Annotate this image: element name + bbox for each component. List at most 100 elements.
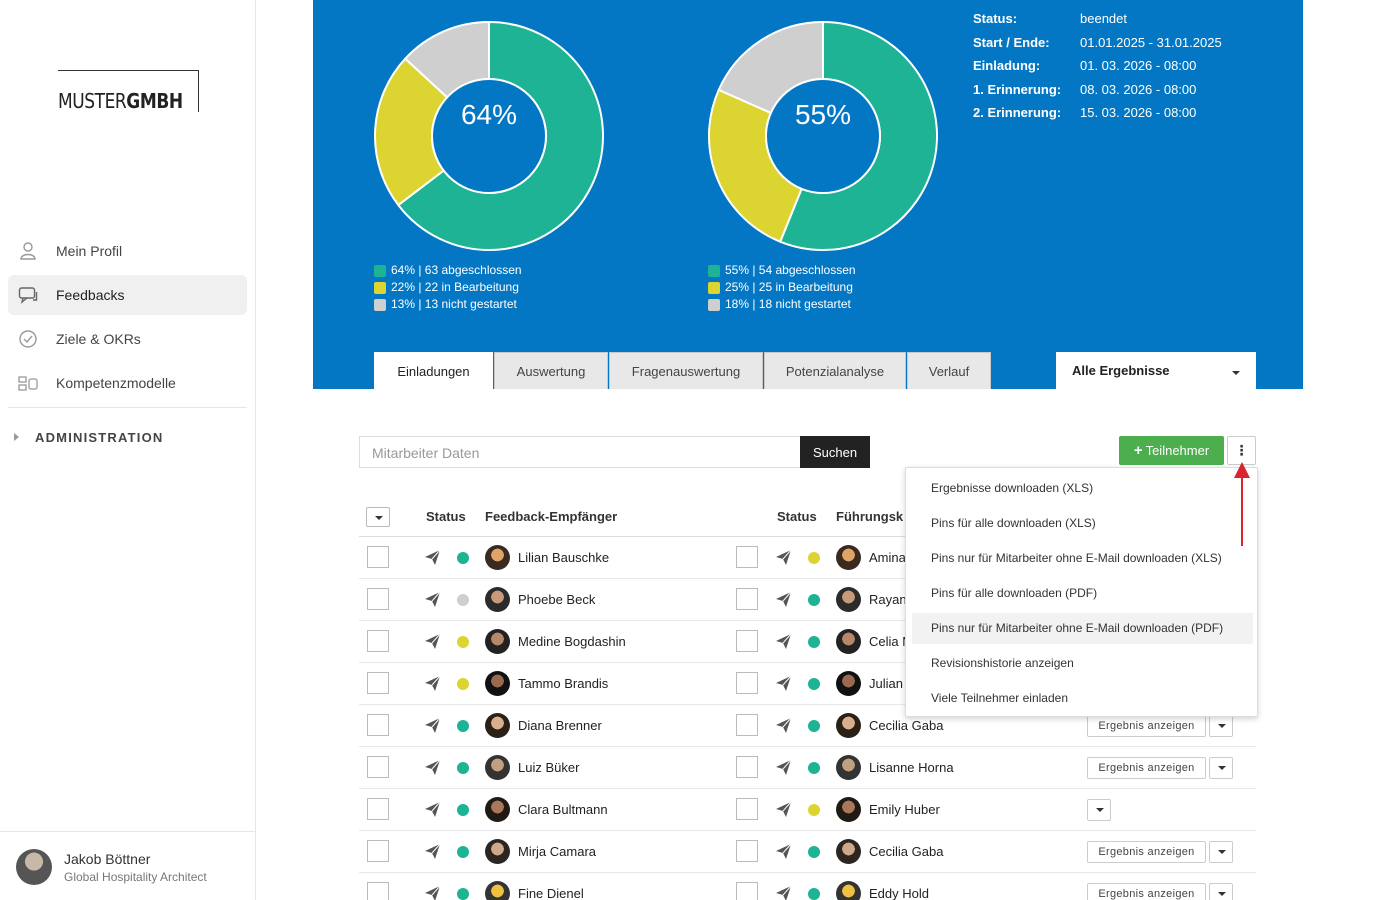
send-invite-icon[interactable] (775, 801, 792, 818)
send-invite-icon[interactable] (775, 549, 792, 566)
send-invite-icon[interactable] (424, 633, 441, 650)
row-checkbox[interactable] (367, 672, 389, 694)
recipient-name[interactable]: Tammo Brandis (518, 676, 609, 691)
show-result-button[interactable]: Ergebnis anzeigen (1087, 841, 1206, 863)
manager-name[interactable]: Amina (869, 550, 906, 565)
results-filter-select[interactable]: Alle Ergebnisse (1056, 352, 1256, 389)
manager-name[interactable]: Emily Huber (869, 802, 940, 817)
menu-item-download-results-xls[interactable]: Ergebnisse downloaden (XLS) (931, 481, 1094, 495)
user-profile[interactable]: Jakob Böttner Global Hospitality Archite… (0, 831, 255, 900)
tab-potenzialanalyse[interactable]: Potenzialanalyse (764, 352, 906, 389)
menu-item-download-pins-no-email-xls[interactable]: Pins nur für Mitarbeiter ohne E-Mail dow… (931, 551, 1222, 565)
manager-name[interactable]: Cecilia Gaba (869, 718, 944, 733)
tab-auswertung[interactable]: Auswertung (494, 352, 608, 389)
result-options-button[interactable] (1209, 715, 1233, 737)
result-options-button[interactable] (1087, 799, 1111, 821)
result-options-button[interactable] (1209, 841, 1233, 863)
row-checkbox-manager[interactable] (736, 798, 758, 820)
chevron-down-icon (1096, 808, 1104, 812)
row-checkbox-manager[interactable] (736, 630, 758, 652)
send-invite-icon[interactable] (775, 885, 792, 900)
menu-item-invite-many[interactable]: Viele Teilnehmer einladen (931, 691, 1068, 705)
recipient-name[interactable]: Medine Bogdashin (518, 634, 626, 649)
send-invite-icon[interactable] (424, 591, 441, 608)
row-checkbox[interactable] (367, 840, 389, 862)
recipient-name[interactable]: Phoebe Beck (518, 592, 596, 607)
show-result-button[interactable]: Ergebnis anzeigen (1087, 757, 1206, 779)
row-checkbox[interactable] (367, 546, 389, 568)
info-key: Einladung: (973, 58, 1041, 73)
send-invite-icon[interactable] (424, 759, 441, 776)
menu-item-download-pins-all-xls[interactable]: Pins für alle downloaden (XLS) (931, 516, 1096, 530)
send-invite-icon[interactable] (424, 801, 441, 818)
send-invite-icon[interactable] (424, 843, 441, 860)
send-invite-icon[interactable] (775, 675, 792, 692)
send-invite-icon[interactable] (424, 549, 441, 566)
row-checkbox[interactable] (367, 630, 389, 652)
row-checkbox[interactable] (367, 882, 389, 900)
manager-name[interactable]: Eddy Hold (869, 886, 929, 900)
row-checkbox-manager[interactable] (736, 546, 758, 568)
status-dot (808, 846, 820, 858)
sidebar-item-goals[interactable]: Ziele & OKRs (8, 319, 247, 359)
tab-verlauf[interactable]: Verlauf (907, 352, 991, 389)
send-invite-icon[interactable] (775, 717, 792, 734)
row-checkbox[interactable] (367, 714, 389, 736)
table-row: Clara Bultmann Emily Huber (359, 789, 1256, 831)
menu-item-revision-history[interactable]: Revisionshistorie anzeigen (931, 656, 1074, 670)
result-options-button[interactable] (1209, 883, 1233, 900)
company-logo[interactable]: MUSTERGMBH (58, 70, 199, 113)
manager-name[interactable]: Celia M (869, 634, 914, 649)
table-row: Fine Dienel Eddy Hold Ergebnis anzeigen (359, 873, 1256, 900)
donut-legend: 64% | 63 abgeschlossen 22% | 22 in Bearb… (374, 262, 522, 313)
row-checkbox-manager[interactable] (736, 672, 758, 694)
add-participant-button[interactable]: + Teilnehmer (1119, 436, 1224, 465)
sidebar-item-profile[interactable]: Mein Profil (8, 231, 247, 271)
table-row: Tammo Brandis Julian S (359, 663, 1256, 705)
manager-name[interactable]: Julian S (869, 676, 916, 691)
search-input[interactable]: Mitarbeiter Daten (359, 436, 801, 468)
recipient-name[interactable]: Mirja Camara (518, 844, 597, 859)
row-checkbox-manager[interactable] (736, 756, 758, 778)
show-result-button[interactable]: Ergebnis anzeigen (1087, 883, 1206, 900)
result-options-button[interactable] (1209, 757, 1233, 779)
legend-entry: 64% | 63 abgeschlossen (391, 263, 522, 277)
manager-name[interactable]: Lisanne Horna (869, 760, 954, 775)
select-all-dropdown[interactable] (366, 507, 390, 527)
sidebar-item-competencies[interactable]: Kompetenzmodelle (8, 363, 247, 403)
row-checkbox-manager[interactable] (736, 840, 758, 862)
row-checkbox-manager[interactable] (736, 882, 758, 900)
send-invite-icon[interactable] (775, 591, 792, 608)
menu-item-download-pins-all-pdf[interactable]: Pins für alle downloaden (PDF) (931, 586, 1098, 600)
sidebar-admin-toggle[interactable]: ADMINISTRATION (14, 430, 164, 445)
manager-name[interactable]: Rayan (869, 592, 907, 607)
manager-name[interactable]: Cecilia Gaba (869, 844, 944, 859)
row-checkbox[interactable] (367, 588, 389, 610)
send-invite-icon[interactable] (424, 675, 441, 692)
status-dot (457, 846, 469, 858)
row-checkbox[interactable] (367, 798, 389, 820)
send-invite-icon[interactable] (424, 717, 441, 734)
recipient-name[interactable]: Clara Bultmann (518, 802, 608, 817)
recipient-name[interactable]: Luiz Büker (518, 760, 580, 775)
admin-label: ADMINISTRATION (35, 430, 164, 445)
send-invite-icon[interactable] (424, 885, 441, 900)
tab-fragenauswertung[interactable]: Fragenauswertung (609, 352, 763, 389)
row-checkbox-manager[interactable] (736, 714, 758, 736)
send-invite-icon[interactable] (775, 843, 792, 860)
sidebar-item-feedbacks[interactable]: Feedbacks (8, 275, 247, 315)
row-checkbox[interactable] (367, 756, 389, 778)
search-button[interactable]: Suchen (800, 436, 870, 468)
tab-einladungen[interactable]: Einladungen (374, 352, 493, 389)
more-options-button[interactable]: ⋮ (1227, 436, 1256, 465)
menu-item-download-pins-no-email-pdf[interactable]: Pins nur für Mitarbeiter ohne E-Mail dow… (912, 613, 1253, 644)
recipient-name[interactable]: Lilian Bauschke (518, 550, 610, 565)
show-result-button[interactable]: Ergebnis anzeigen (1087, 715, 1206, 737)
send-invite-icon[interactable] (775, 633, 792, 650)
recipient-name[interactable]: Diana Brenner (518, 718, 602, 733)
send-invite-icon[interactable] (775, 759, 792, 776)
row-checkbox-manager[interactable] (736, 588, 758, 610)
recipient-name[interactable]: Fine Dienel (518, 886, 584, 900)
info-value: 15. 03. 2026 - 08:00 (1080, 105, 1197, 120)
table-row: Diana Brenner Cecilia Gaba Ergebnis anzeig… (359, 705, 1256, 747)
